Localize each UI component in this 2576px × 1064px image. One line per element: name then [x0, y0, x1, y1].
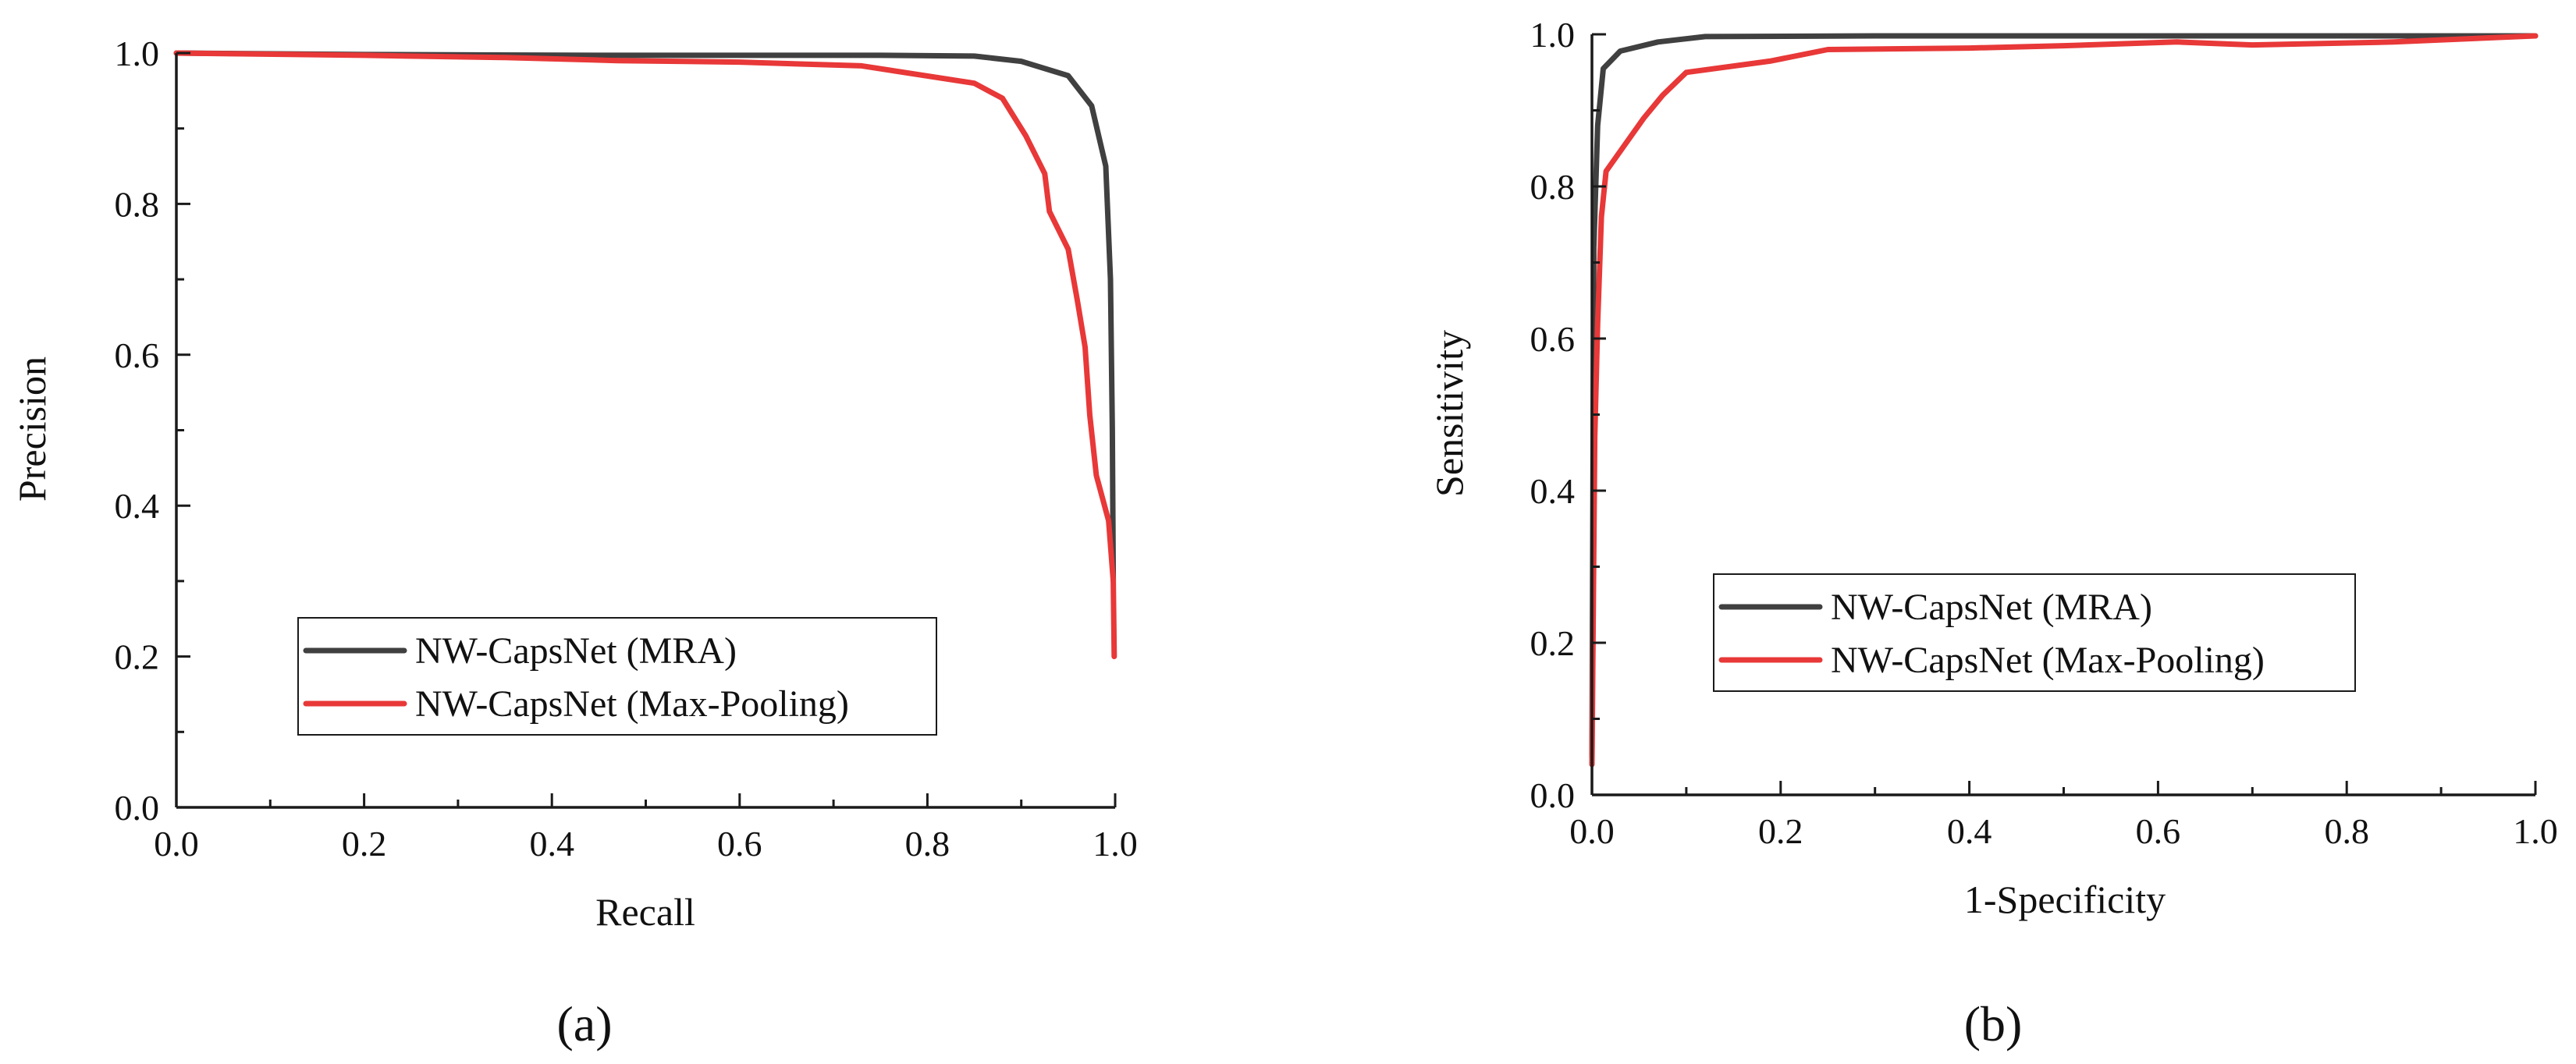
panel-a-x-tick-label: 0.2: [342, 824, 387, 864]
panel-a-x-tick-label: 0.0: [154, 824, 199, 864]
panel-b-x-tick-label: 0.6: [2136, 811, 2181, 851]
panel-a-legend-label-maxpool: NW-CapsNet (Max-Pooling): [415, 683, 849, 725]
panel-a-y-tick-label: 0.2: [115, 637, 160, 677]
panel-b-y-tick-label: 1.0: [1530, 15, 1576, 55]
panel-b-y-tick-label: 0.8: [1530, 167, 1576, 207]
panel-b-label: (b): [1964, 996, 2023, 1052]
panel-b-series-line-maxpool: [1589, 33, 2539, 768]
panel-b-roc: 0.0 0.2 0.4 0.6 0.8 1.0 0.0 0.2 0.4 0.6 0.8 1.0 1-S…: [1427, 15, 2558, 1052]
panel-a-x-tick-label: 0.4: [529, 824, 574, 864]
panel-b-x-tick-label: 0.4: [1947, 811, 1992, 851]
panel-a-y-tick-label: 0.6: [115, 335, 160, 375]
panel-a-y-axis-title: Precision: [10, 356, 54, 502]
panel-b-label-text: (b): [1964, 996, 2023, 1052]
panel-b-x-tick-label: 1.0: [2513, 811, 2558, 851]
panel-a-precision-recall: 0.0 0.2 0.4 0.6 0.8 1.0 0.0 0.2 0.4 0.6 0.8 1.0 Rec…: [10, 34, 1138, 1052]
panel-a-legend-box: [297, 617, 937, 736]
panel-b-x-tick-label: 0.8: [2324, 811, 2369, 851]
panel-b-y-tick-label: 0.4: [1530, 471, 1576, 511]
panel-a-series-line-mra: [173, 50, 1117, 584]
panel-a-label-text: (a): [556, 996, 612, 1052]
panel-a-series-line-maxpool: [173, 50, 1117, 660]
panel-b-y-tick-label: 0.6: [1530, 319, 1576, 359]
panel-a-axes: 0.0 0.2 0.4 0.6 0.8 1.0 0.0 0.2 0.4 0.6 0.8 1.0: [115, 34, 1138, 864]
panel-b-x-axis-title: 1-Specificity: [1964, 878, 2166, 921]
panel-b-y-axis-title: Sensitivity: [1427, 330, 1471, 497]
panel-b-axes: 0.0 0.2 0.4 0.6 0.8 1.0 0.0 0.2 0.4 0.6 0.8 1.0: [1530, 15, 2558, 851]
panel-b-y-tick-label: 0.0: [1530, 775, 1576, 815]
panel-b-legend-label-mra: NW-CapsNet (MRA): [1831, 587, 2152, 628]
panel-a-x-tick-label: 0.8: [905, 824, 950, 864]
panel-b-legend-label-maxpool: NW-CapsNet (Max-Pooling): [1831, 640, 2265, 681]
panel-a-legend-label-mra: NW-CapsNet (MRA): [415, 630, 737, 672]
panel-b-x-tick-label: 0.2: [1758, 811, 1803, 851]
panel-b-x-tick-label: 0.0: [1569, 811, 1615, 851]
panel-a-x-axis-title: Recall: [595, 890, 695, 934]
panel-b-y-tick-label: 0.2: [1530, 623, 1576, 663]
panel-b-series-line-mra: [1589, 33, 2539, 760]
panel-a-y-tick-label: 1.0: [115, 34, 160, 73]
panel-a-label: (a): [556, 996, 612, 1052]
panel-a-y-tick-label: 0.8: [115, 184, 160, 224]
panel-a-y-tick-label: 0.4: [115, 486, 160, 526]
panel-b-legend: NW-CapsNet (MRA) NW-CapsNet (Max-Pooling…: [1713, 573, 2356, 692]
panel-a-y-tick-label: 0.0: [115, 788, 160, 828]
panel-b-legend-box: [1713, 573, 2356, 692]
panel-a-x-tick-label: 0.6: [717, 824, 762, 864]
panel-a-legend: NW-CapsNet (MRA) NW-CapsNet (Max-Pooling…: [297, 617, 937, 736]
panel-b-series: [1589, 33, 2539, 768]
panel-a-x-tick-label: 1.0: [1093, 824, 1138, 864]
panel-a-series: [173, 50, 1117, 660]
